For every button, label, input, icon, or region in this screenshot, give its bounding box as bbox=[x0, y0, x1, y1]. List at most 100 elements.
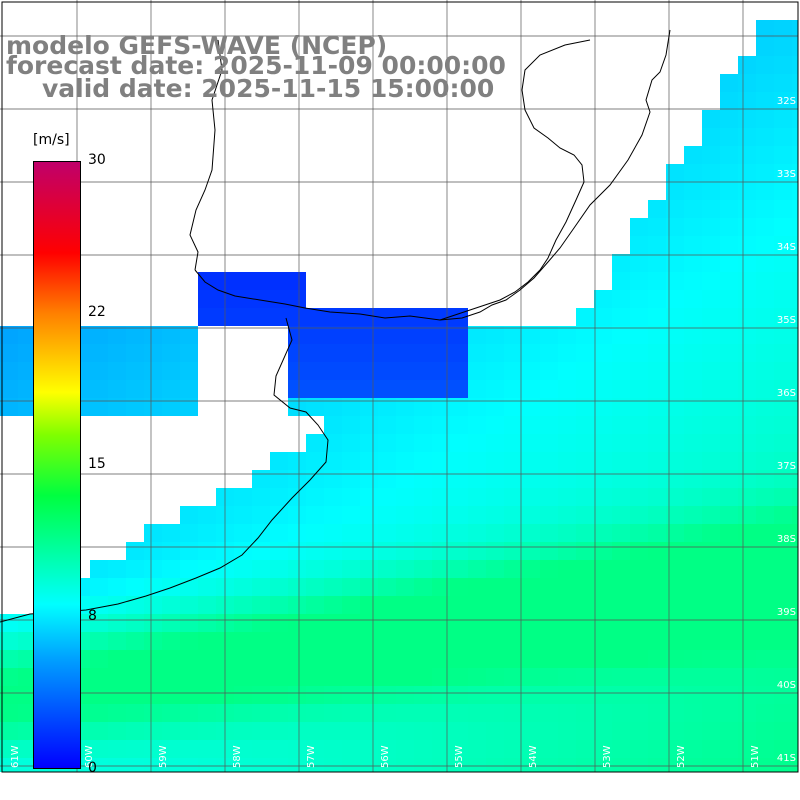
wind-speed-cell bbox=[792, 398, 798, 416]
wind-speed-cell bbox=[630, 362, 648, 380]
wind-speed-cell bbox=[540, 740, 558, 758]
wind-speed-cell bbox=[576, 470, 594, 488]
wind-speed-cell bbox=[234, 308, 252, 326]
wind-speed-cell bbox=[648, 506, 666, 524]
wind-speed-cell bbox=[756, 560, 774, 578]
wind-speed-cell bbox=[756, 668, 774, 686]
wind-speed-cell bbox=[792, 668, 798, 686]
wind-speed-cell bbox=[774, 650, 792, 668]
wind-speed-cell bbox=[684, 236, 702, 254]
wind-speed-cell bbox=[774, 128, 792, 146]
wind-speed-cell bbox=[612, 524, 630, 542]
wind-speed-cell bbox=[630, 578, 648, 596]
wind-speed-cell bbox=[108, 668, 126, 686]
wind-speed-cell bbox=[630, 758, 648, 772]
colorbar-tick: 15 bbox=[88, 456, 106, 472]
wind-speed-cell bbox=[594, 704, 612, 722]
wind-speed-cell bbox=[774, 92, 792, 110]
wind-speed-cell bbox=[756, 272, 774, 290]
wind-speed-cell bbox=[144, 632, 162, 650]
wind-speed-cell bbox=[522, 362, 540, 380]
wind-speed-cell bbox=[306, 632, 324, 650]
wind-speed-cell bbox=[702, 380, 720, 398]
wind-speed-cell bbox=[504, 344, 522, 362]
wind-speed-cell bbox=[252, 560, 270, 578]
wind-speed-cell bbox=[630, 308, 648, 326]
wind-speed-cell bbox=[648, 254, 666, 272]
wind-speed-cell bbox=[18, 398, 36, 416]
wind-speed-cell bbox=[630, 326, 648, 344]
wind-speed-cell bbox=[414, 326, 432, 344]
wind-speed-cell bbox=[252, 650, 270, 668]
wind-speed-cell bbox=[792, 290, 798, 308]
wind-speed-cell bbox=[180, 362, 198, 380]
wind-speed-cell bbox=[666, 686, 684, 704]
wind-speed-cell bbox=[288, 272, 306, 290]
wind-speed-cell bbox=[378, 614, 396, 632]
wind-speed-cell bbox=[162, 524, 180, 542]
wind-speed-cell bbox=[0, 758, 18, 772]
wind-speed-cell bbox=[684, 218, 702, 236]
wind-speed-cell bbox=[774, 488, 792, 506]
wind-speed-cell bbox=[720, 650, 738, 668]
wind-speed-cell bbox=[144, 596, 162, 614]
wind-speed-cell bbox=[144, 704, 162, 722]
wind-speed-cell bbox=[234, 272, 252, 290]
wind-speed-cell bbox=[432, 326, 450, 344]
colorbar-tick: 0 bbox=[88, 760, 97, 776]
wind-speed-cell bbox=[558, 632, 576, 650]
wind-speed-cell bbox=[522, 398, 540, 416]
wind-speed-cell bbox=[414, 362, 432, 380]
wind-speed-cell bbox=[648, 218, 666, 236]
wind-speed-cell bbox=[396, 668, 414, 686]
wind-speed-cell bbox=[720, 344, 738, 362]
wind-speed-cell bbox=[306, 542, 324, 560]
wind-speed-cell bbox=[774, 182, 792, 200]
wind-speed-cell bbox=[180, 740, 198, 758]
wind-speed-cell bbox=[558, 668, 576, 686]
wind-speed-cell bbox=[324, 650, 342, 668]
wind-speed-cell bbox=[666, 380, 684, 398]
wind-speed-cell bbox=[234, 704, 252, 722]
wind-speed-cell bbox=[720, 488, 738, 506]
wind-speed-cell bbox=[288, 362, 306, 380]
wind-speed-cell bbox=[774, 362, 792, 380]
wind-speed-cell bbox=[234, 290, 252, 308]
wind-speed-cell bbox=[792, 326, 798, 344]
wind-speed-cell bbox=[108, 344, 126, 362]
wind-speed-cell bbox=[180, 326, 198, 344]
wind-speed-cell bbox=[792, 254, 798, 272]
wind-speed-cell bbox=[648, 200, 666, 218]
wind-speed-cell bbox=[468, 632, 486, 650]
wind-speed-cell bbox=[774, 218, 792, 236]
wind-speed-cell bbox=[378, 578, 396, 596]
wind-speed-cell bbox=[0, 326, 18, 344]
wind-speed-cell bbox=[144, 578, 162, 596]
wind-speed-cell bbox=[324, 434, 342, 452]
wind-speed-cell bbox=[18, 740, 36, 758]
wind-speed-cell bbox=[594, 326, 612, 344]
wind-speed-cell bbox=[540, 632, 558, 650]
wind-speed-cell bbox=[432, 506, 450, 524]
wind-speed-cell bbox=[450, 398, 468, 416]
wind-speed-cell bbox=[450, 542, 468, 560]
wind-speed-cell bbox=[396, 704, 414, 722]
wind-speed-cell bbox=[558, 326, 576, 344]
wind-speed-cell bbox=[720, 254, 738, 272]
wind-speed-cell bbox=[684, 578, 702, 596]
wind-speed-cell bbox=[162, 578, 180, 596]
wind-speed-cell bbox=[288, 650, 306, 668]
wind-speed-cell bbox=[414, 668, 432, 686]
wind-speed-cell bbox=[0, 344, 18, 362]
wind-speed-cell bbox=[360, 614, 378, 632]
wind-speed-cell bbox=[738, 632, 756, 650]
longitude-label: 61W bbox=[10, 745, 21, 768]
wind-speed-cell bbox=[252, 290, 270, 308]
wind-speed-cell bbox=[540, 686, 558, 704]
wind-speed-cell bbox=[288, 398, 306, 416]
wind-speed-cell bbox=[450, 596, 468, 614]
wind-speed-cell bbox=[414, 596, 432, 614]
wind-speed-cell bbox=[666, 632, 684, 650]
wind-speed-cell bbox=[396, 326, 414, 344]
wind-speed-cell bbox=[18, 362, 36, 380]
